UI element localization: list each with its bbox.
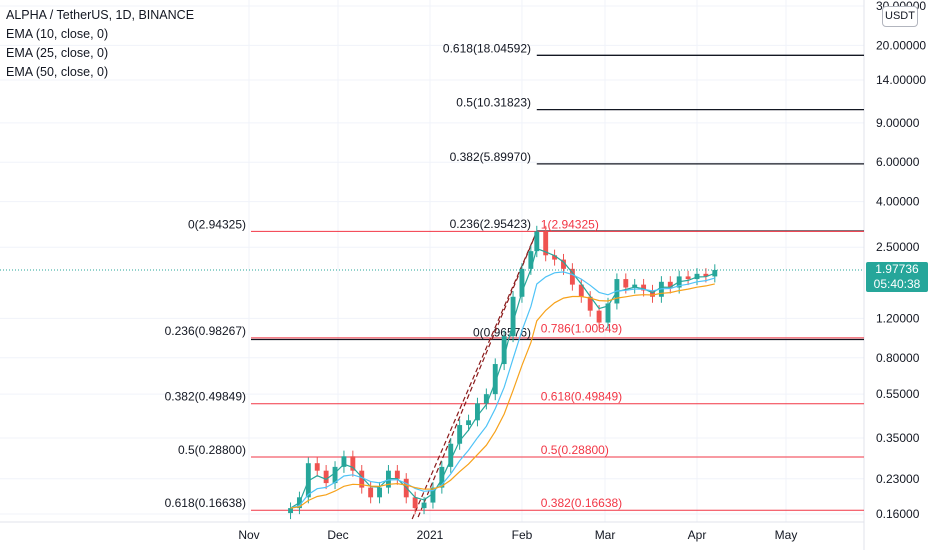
candle (394, 470, 400, 479)
currency-button[interactable]: USDT (882, 6, 918, 27)
candle (439, 466, 445, 488)
fib-label: 0.618(0.16638) (165, 496, 246, 510)
candle (466, 420, 471, 426)
candle (475, 403, 480, 421)
candle (341, 456, 347, 467)
candle (552, 255, 558, 260)
symbol-title[interactable]: ALPHA / TetherUS, 1D, BINANCE (6, 8, 195, 22)
y-tick-label: 4.00000 (876, 195, 920, 209)
candle (703, 273, 709, 277)
fib-label: 0.5(10.31823) (456, 96, 531, 110)
ema10-line (290, 247, 716, 509)
trend-line (417, 231, 538, 518)
fib-label: 0(2.94325) (188, 217, 246, 231)
candle (650, 290, 655, 297)
candle (430, 487, 436, 503)
candle (332, 466, 338, 484)
candle (510, 296, 516, 337)
y-tick-label: 14.00000 (876, 73, 926, 87)
candle (421, 502, 427, 509)
candle (528, 251, 534, 269)
ema25-line (290, 271, 715, 509)
y-tick-label: 9.00000 (876, 116, 920, 130)
y-tick-label: 0.23000 (876, 472, 920, 486)
fib-label: 1(2.94325) (541, 217, 599, 231)
candle (561, 259, 566, 269)
ema50-legend[interactable]: EMA (50, close, 0) (6, 65, 109, 79)
ema50-line (290, 283, 715, 509)
y-tick-label: 6.00000 (876, 155, 920, 169)
candle (350, 456, 356, 471)
fib-label: 0(0.96576) (473, 326, 531, 340)
x-tick-label: May (775, 528, 798, 542)
y-tick-label: 20.00000 (876, 38, 926, 52)
candle (288, 508, 293, 514)
candle (368, 487, 374, 498)
y-tick-label: 0.35000 (876, 431, 920, 445)
candle (632, 284, 638, 288)
fib-label: 0.618(0.49849) (541, 390, 622, 404)
candle (483, 394, 489, 404)
ema25-legend[interactable]: EMA (25, close, 0) (6, 46, 109, 60)
countdown-timer: 05:40:38 (873, 277, 921, 291)
candle (534, 231, 540, 252)
candle (587, 296, 593, 311)
fib-label: 0.618(18.04592) (443, 41, 531, 55)
candle (359, 470, 365, 488)
candle (641, 284, 647, 291)
x-tick-label: Dec (327, 528, 348, 542)
fib-label: 0.382(5.89970) (450, 150, 531, 164)
candle (519, 268, 525, 297)
fib-label: 0.382(0.49849) (165, 390, 246, 404)
x-tick-label: Mar (595, 528, 616, 542)
y-tick-label: 0.16000 (876, 507, 920, 521)
trend-line (411, 231, 538, 520)
candle (605, 303, 611, 323)
x-tick-label: Nov (238, 528, 259, 542)
candle (492, 364, 498, 395)
candle (412, 497, 418, 509)
y-tick-label: 2.50000 (876, 240, 920, 254)
candle (377, 487, 382, 498)
candle (314, 463, 320, 471)
candle (448, 443, 454, 467)
fib-label: 0.236(0.98267) (165, 324, 246, 338)
y-tick-label: 0.80000 (876, 351, 920, 365)
chart-legend: ALPHA / TetherUS, 1D, BINANCE EMA (10, c… (6, 6, 194, 82)
x-tick-label: Feb (512, 528, 533, 542)
y-tick-label: 0.55000 (876, 387, 920, 401)
y-tick-label: 1.20000 (876, 311, 920, 325)
ema10-legend[interactable]: EMA (10, close, 0) (6, 27, 109, 41)
candle (596, 310, 602, 323)
candle (623, 279, 629, 288)
fib-label: 0.236(2.95423) (450, 217, 531, 231)
candle (712, 269, 718, 277)
last-price-badge: 1.97736 05:40:38 (866, 262, 928, 292)
candle (667, 281, 673, 288)
candle (457, 425, 463, 444)
fib-label: 0.786(1.00849) (541, 321, 622, 335)
candle (543, 231, 549, 256)
last-price-value: 1.97736 (875, 262, 919, 276)
fib-label: 0.5(0.28800) (541, 443, 609, 457)
x-tick-label: Apr (688, 528, 707, 542)
candle (569, 268, 575, 285)
candle (685, 276, 691, 280)
candle (578, 284, 584, 297)
candle (501, 336, 507, 365)
candle (323, 470, 329, 484)
x-tick-label: 2021 (417, 528, 444, 542)
fib-label: 0.5(0.28800) (178, 443, 246, 457)
fib-label: 0.382(0.16638) (541, 496, 622, 510)
